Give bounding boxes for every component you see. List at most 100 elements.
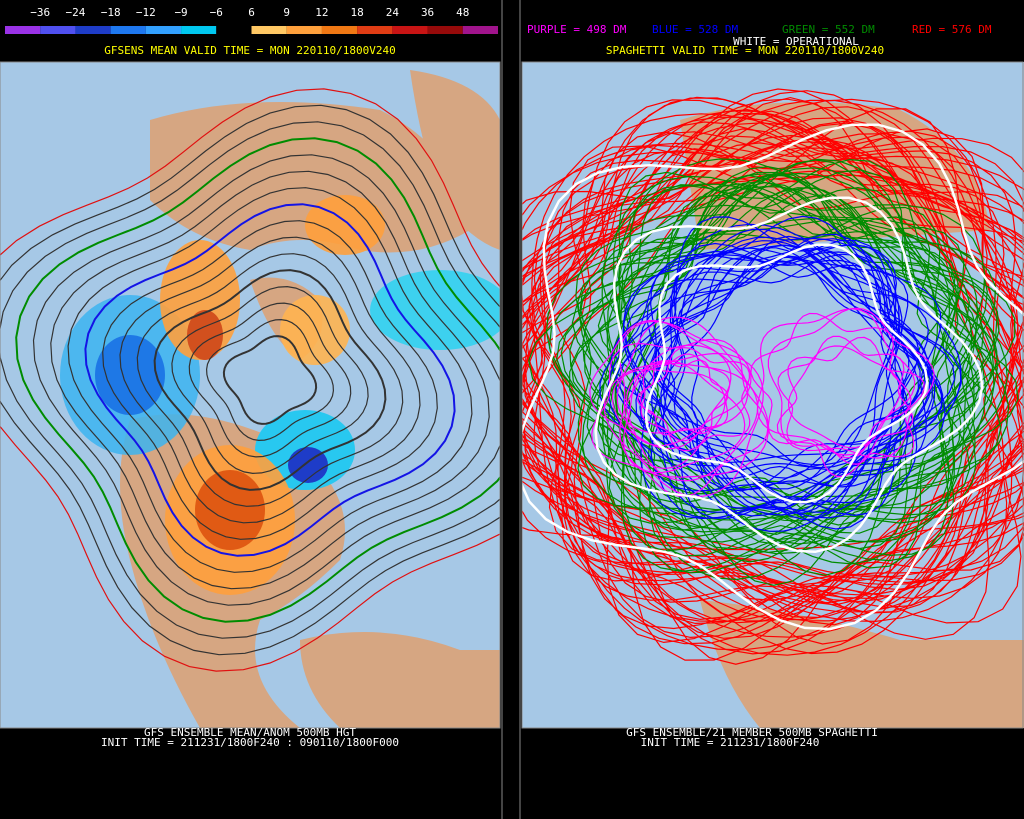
scale-box <box>75 26 111 34</box>
contour <box>50 170 490 590</box>
contour <box>205 318 335 442</box>
spaghetti-line <box>556 184 984 534</box>
scale-label: −24 <box>65 6 85 19</box>
divider <box>501 0 503 819</box>
spaghetti-line <box>560 181 998 574</box>
spaghetti-line <box>570 194 1019 569</box>
spaghetti-line <box>545 158 1010 581</box>
spaghetti-line <box>522 88 1024 591</box>
scale-label: −36 <box>30 6 50 19</box>
legend-entry: BLUE = 528 DM <box>652 23 738 36</box>
scale-box <box>5 26 41 34</box>
scale-box <box>40 26 76 34</box>
spaghetti-line <box>611 368 726 469</box>
spaghetti-line <box>655 256 920 491</box>
left-footer: GFS ENSEMBLE MEAN/ANOM 500MB HGT <box>144 726 356 739</box>
scale-box <box>181 26 217 34</box>
spaghetti-line <box>599 248 921 519</box>
scale-label: 24 <box>386 6 400 19</box>
left-map <box>0 62 500 728</box>
scale-box <box>427 26 463 34</box>
contour <box>67 187 473 573</box>
scale-label: −12 <box>136 6 156 19</box>
spaghetti-line <box>776 336 925 478</box>
spaghetti-line <box>522 98 1013 623</box>
contour <box>0 121 500 639</box>
contour <box>153 269 387 491</box>
scale-label: 9 <box>283 6 290 19</box>
spaghetti-line <box>522 99 1024 639</box>
spaghetti-line <box>522 108 1024 661</box>
spaghetti-line <box>522 117 1024 645</box>
spaghetti-line <box>777 335 914 465</box>
frame <box>0 61 501 729</box>
contour <box>119 236 421 524</box>
scale-box <box>462 26 498 34</box>
spaghetti-line <box>657 244 929 491</box>
spaghetti-line <box>522 109 1024 604</box>
right-title: SPAGHETTI VALID TIME = MON 220110/1800V2… <box>606 44 884 57</box>
spaghetti-line <box>569 158 1016 550</box>
spaghetti-line <box>637 359 729 436</box>
contour <box>84 203 456 557</box>
legend-entry: GREEN = 552 DM <box>782 23 875 36</box>
spaghetti-line <box>522 128 1024 644</box>
right-map <box>522 62 1024 728</box>
spaghetti-line <box>528 135 1024 598</box>
spaghetti-line <box>767 307 935 459</box>
contour <box>0 88 500 672</box>
right-footer: INIT TIME = 211231/1800F240 <box>641 736 820 749</box>
legend-entry: RED = 576 DM <box>912 23 992 36</box>
spaghetti-line <box>543 120 1024 613</box>
spaghetti-line <box>522 116 1024 613</box>
scale-label: −6 <box>210 6 223 19</box>
spaghetti-line <box>589 319 732 450</box>
left-footer: INIT TIME = 211231/1800F240 : 090110/180… <box>101 736 399 749</box>
legend: PURPLE = 498 DM BLUE = 528 DM GREEN = 552 … <box>527 23 992 36</box>
right-footer: GFS ENSEMBLE/21 MEMBER 500MB SPAGHETTI <box>626 726 878 739</box>
color-scale: −36 −24 −18 −12 −9 −6 6 9 12 18 24 36 48 <box>5 6 498 34</box>
scale-box <box>145 26 182 34</box>
scale-label: 48 <box>456 6 469 19</box>
scale-label: 12 <box>315 6 328 19</box>
contour <box>222 335 318 425</box>
scale-label: 6 <box>248 6 255 19</box>
land <box>300 632 500 728</box>
scale-label: −9 <box>174 6 187 19</box>
divider <box>519 0 521 819</box>
scale-label: −18 <box>101 6 121 19</box>
spaghetti-line <box>673 255 898 479</box>
scale-label: 36 <box>421 6 434 19</box>
spaghetti-line <box>616 316 749 434</box>
spaghetti-line <box>522 131 1024 609</box>
operational-line <box>522 123 1024 631</box>
spaghetti-line <box>619 254 933 519</box>
spaghetti-line <box>522 133 1024 655</box>
contour <box>32 154 500 606</box>
spaghetti-line <box>581 175 986 543</box>
spaghetti-line <box>522 142 1024 651</box>
spaghetti-line <box>643 247 910 490</box>
contour <box>136 253 404 507</box>
land <box>150 102 470 253</box>
spaghetti-line <box>597 172 956 536</box>
spaghetti-line <box>648 253 942 521</box>
spaghetti-line <box>528 169 998 552</box>
contour <box>0 104 500 656</box>
anomaly <box>95 335 165 415</box>
left-title: GFSENS MEAN VALID TIME = MON 220110/1800… <box>104 44 395 57</box>
anomaly <box>370 270 500 350</box>
spaghetti-line <box>523 121 1024 602</box>
spaghetti-line <box>750 312 912 459</box>
spaghetti-line <box>680 235 920 468</box>
scale-box <box>216 26 252 34</box>
legend-entry: PURPLE = 498 DM <box>527 23 627 36</box>
spaghetti-line <box>625 362 759 482</box>
contour <box>102 220 438 540</box>
spaghetti-line <box>522 97 1024 639</box>
spaghetti-line <box>522 122 1005 551</box>
scale-box <box>110 26 146 34</box>
contour <box>171 285 369 475</box>
spaghetti-line <box>522 108 1024 630</box>
